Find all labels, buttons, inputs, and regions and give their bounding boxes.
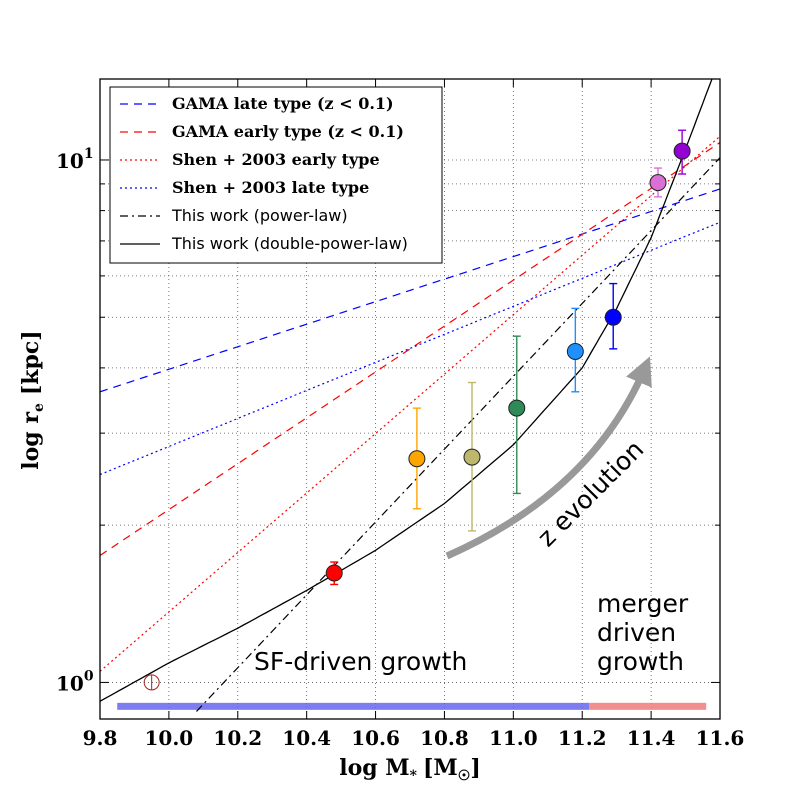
y-tick-base: 10 — [56, 671, 84, 695]
merger-driven-growth-label: merger driven growth — [597, 589, 696, 676]
growth-band — [117, 702, 590, 710]
y-tick-exponent: 1 — [84, 146, 94, 162]
x-tick-label: 10.6 — [351, 726, 400, 750]
merger-label-line-2: driven — [597, 618, 676, 647]
data-point — [463, 448, 481, 466]
growth-bands — [117, 702, 707, 710]
x-label-main: log M — [339, 755, 409, 781]
data-point — [325, 564, 343, 582]
y-tick-label: 100 — [56, 668, 94, 695]
fit-line — [100, 188, 720, 393]
data-point — [508, 399, 526, 417]
data-point — [649, 174, 667, 192]
sf-driven-growth-label: SF-driven growth — [254, 647, 467, 676]
double-power-law-curve — [100, 79, 713, 702]
x-label-units-close: ] — [470, 755, 480, 781]
legend-label: Shen + 2003 late type — [172, 178, 369, 197]
legend-box — [109, 86, 443, 264]
fit-line — [100, 221, 720, 476]
fit-line — [196, 157, 720, 712]
y-axis-label: log re [kpc] — [18, 330, 47, 469]
y-label-sub: e — [31, 403, 47, 412]
merger-label-line-3: growth — [597, 647, 684, 676]
y-tick-exponent: 0 — [84, 668, 94, 684]
x-label-units-sub: ☉ — [458, 768, 471, 784]
merger-label-line-1: merger — [597, 589, 689, 618]
x-label-units: [M — [423, 755, 458, 781]
legend-label: This work (power-law) — [171, 206, 348, 225]
z-evolution-arrow — [445, 356, 652, 560]
data-point — [408, 450, 426, 468]
y-label-units: [kpc] — [18, 330, 44, 395]
x-tick-label: 10.2 — [213, 726, 262, 750]
legend-label: GAMA late type (z < 0.1) — [172, 94, 394, 113]
fit-lines — [100, 79, 720, 712]
data-points — [143, 129, 691, 691]
x-axis-label: log M* [M☉] — [339, 755, 481, 784]
x-axis-ticks: 9.8 10.0 10.2 10.4 10.6 10.8 11.0 11.2 11.4 11.6 — [83, 79, 745, 750]
y-label-main: log r — [18, 412, 44, 470]
grid — [100, 79, 720, 719]
plot-frame — [99, 78, 721, 720]
x-tick-label: 9.8 — [83, 726, 118, 750]
y-tick-base: 10 — [56, 149, 84, 173]
data-point — [604, 308, 622, 326]
legend-label: GAMA early type (z < 0.1) — [172, 122, 404, 141]
legend: GAMA late type (z < 0.1) GAMA early type … — [109, 86, 443, 264]
growth-band — [589, 702, 707, 710]
x-tick-label: 11.6 — [696, 726, 745, 750]
fit-line — [100, 135, 720, 672]
legend-label: Shen + 2003 early type — [172, 150, 380, 169]
x-tick-label: 10.4 — [282, 726, 331, 750]
legend-label: This work (double-power-law) — [171, 234, 408, 253]
x-tick-label: 11.4 — [627, 726, 676, 750]
data-point — [673, 142, 691, 160]
fit-line — [100, 142, 720, 556]
x-label-sub: * — [410, 768, 418, 784]
x-tick-label: 11.0 — [489, 726, 538, 750]
y-tick-label: 101 — [56, 146, 94, 173]
x-tick-label: 10.0 — [145, 726, 194, 750]
data-point — [566, 342, 584, 360]
x-tick-label: 11.2 — [558, 726, 607, 750]
x-tick-label: 10.8 — [420, 726, 469, 750]
